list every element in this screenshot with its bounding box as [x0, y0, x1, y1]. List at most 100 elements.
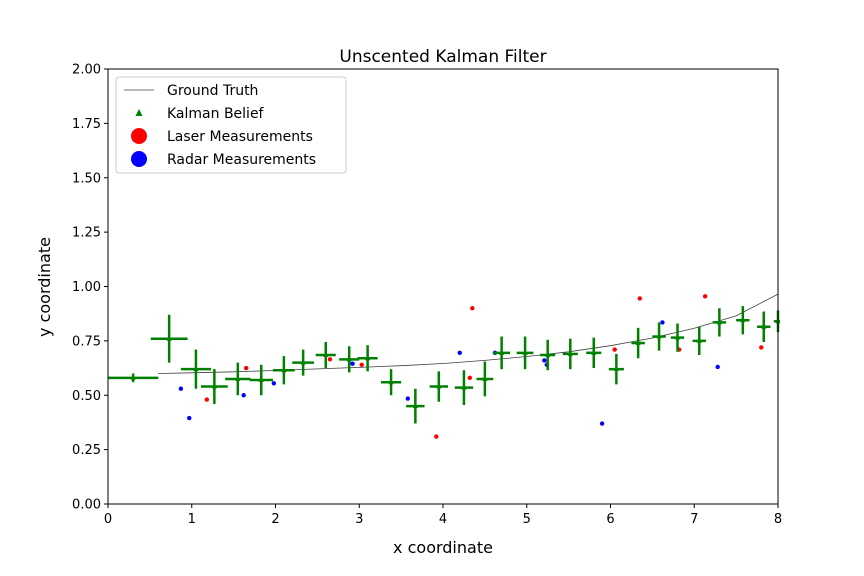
kalman-marker — [166, 335, 172, 341]
kalman-marker — [436, 383, 442, 389]
kalman-marker — [235, 375, 241, 381]
x-tick-label: 1 — [188, 512, 196, 527]
kalman-belief-point — [516, 336, 534, 370]
kalman-belief-point — [736, 306, 750, 335]
kalman-belief-point — [493, 336, 510, 370]
x-tick-label: 3 — [355, 512, 363, 527]
x-axis-label: x coordinate — [393, 538, 493, 557]
kalman-marker — [567, 350, 573, 356]
kalman-marker — [761, 323, 767, 329]
kalman-marker — [499, 349, 505, 355]
kalman-belief-point — [108, 373, 159, 383]
kalman-marker — [675, 334, 680, 340]
x-tick-label: 0 — [104, 512, 112, 527]
kalman-marker — [281, 367, 287, 373]
radar-point — [599, 421, 605, 426]
x-tick-label: 4 — [439, 512, 447, 527]
laser-point — [204, 397, 210, 402]
x-axis-ticks: 0 1 2 3 4 5 6 7 8 — [104, 504, 782, 527]
kalman-marker — [522, 349, 528, 355]
radar-point — [405, 396, 411, 401]
legend-radar-marker — [131, 151, 147, 167]
x-tick-label: 8 — [774, 512, 782, 527]
laser-point — [702, 294, 708, 299]
kalman-belief-point — [454, 370, 474, 406]
radar-point — [178, 386, 184, 391]
kalman-marker — [696, 337, 702, 343]
kalman-marker — [545, 352, 551, 358]
kalman-belief-point — [406, 388, 425, 424]
kalman-belief-point — [608, 353, 624, 385]
kalman-marker — [412, 403, 418, 409]
kalman-belief-point — [429, 371, 449, 402]
kalman-belief-point — [292, 349, 315, 376]
y-tick-label: 0.25 — [72, 443, 101, 458]
kalman-marker — [388, 379, 394, 385]
kalman-marker — [193, 366, 199, 372]
radar-point — [271, 381, 277, 386]
kalman-marker — [482, 375, 488, 381]
laser-point — [243, 365, 249, 371]
kalman-belief-point — [692, 326, 706, 356]
kalman-marker — [613, 366, 619, 372]
kalman-belief-point — [180, 349, 212, 389]
radar-point — [660, 320, 665, 325]
kalman-marker — [591, 349, 597, 355]
kalman-marker — [635, 340, 641, 346]
kalman-belief-point — [381, 369, 402, 396]
laser-point — [637, 296, 643, 301]
legend-laser-marker — [131, 128, 147, 144]
kalman-belief-point — [712, 308, 727, 337]
laser-point — [434, 434, 439, 439]
y-tick-label: 1.75 — [72, 117, 101, 132]
kalman-marker — [656, 333, 662, 339]
legend-label-laser: Laser Measurements — [167, 129, 313, 145]
kalman-marker — [461, 384, 467, 390]
kalman-belief-point — [150, 314, 188, 363]
y-tick-label: 1.50 — [72, 171, 101, 186]
y-tick-label: 0.00 — [72, 498, 101, 513]
kalman-belief-point — [357, 345, 378, 372]
legend-label-kalman-belief: Kalman Belief — [167, 106, 265, 122]
x-tick-label: 6 — [606, 512, 614, 527]
y-tick-label: 1.00 — [72, 280, 101, 295]
y-tick-label: 0.50 — [72, 389, 101, 404]
kalman-marker — [211, 383, 217, 389]
kalman-belief-point — [225, 362, 251, 396]
kalman-belief-point — [562, 338, 578, 370]
radar-point — [542, 358, 547, 363]
y-tick-label: 1.25 — [72, 226, 101, 241]
x-tick-label: 7 — [690, 512, 698, 527]
laser-point — [359, 362, 364, 367]
kalman-belief-point — [757, 311, 771, 342]
legend: Ground Truth Kalman Belief Laser Measure… — [115, 76, 347, 174]
kalman-belief-point — [476, 361, 494, 397]
kalman-belief-point — [249, 364, 273, 396]
laser-point — [327, 357, 333, 362]
kalman-belief-point — [200, 369, 228, 404]
kalman-marker — [365, 355, 371, 361]
kalman-marker — [346, 356, 352, 362]
plot-area — [108, 293, 781, 439]
kalman-marker — [740, 317, 746, 323]
x-tick-label: 2 — [271, 512, 279, 527]
kalman-marker — [130, 374, 136, 380]
laser-point — [470, 306, 475, 311]
kalman-marker — [300, 359, 306, 365]
kalman-belief-point — [670, 323, 685, 352]
legend-kalman-marker — [135, 109, 143, 116]
laser-point — [612, 347, 617, 352]
kalman-belief — [108, 306, 781, 424]
legend-label-ground-truth: Ground Truth — [167, 83, 258, 99]
radar-point — [350, 361, 355, 366]
kalman-belief-point — [586, 337, 602, 369]
radar-point — [457, 350, 462, 356]
laser-measurements — [204, 294, 764, 439]
radar-point — [241, 393, 246, 398]
kalman-belief-point — [315, 341, 336, 369]
laser-point — [467, 375, 472, 381]
laser-point — [759, 345, 764, 350]
kalman-belief-point — [339, 346, 360, 373]
kalman-belief-point — [631, 327, 645, 359]
